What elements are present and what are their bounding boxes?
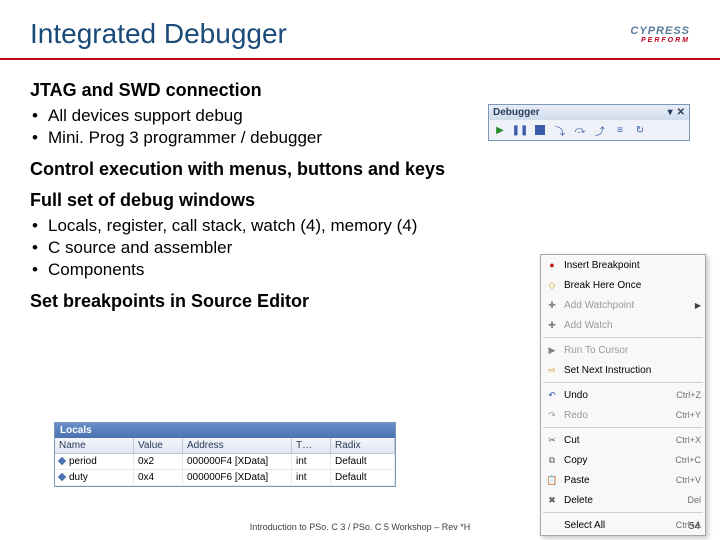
menu-icon: ✚: [545, 298, 559, 312]
menu-label: Undo: [564, 390, 671, 401]
menu-label: Cut: [564, 435, 671, 446]
debugger-toolbar-title: Debugger ▾ ✕: [489, 105, 689, 120]
menu-item[interactable]: 📋 Paste Ctrl+V: [541, 470, 705, 490]
menu-label: Set Next Instruction: [564, 365, 696, 376]
debugger-buttons: ▶ ❚❚ ⤵ ⤼ ⤴ ≡ ↻: [489, 120, 689, 140]
menu-icon: ✚: [545, 318, 559, 332]
menu-label: Break Here Once: [564, 280, 696, 291]
locals-window: Locals Name Value Address T… Radix perio…: [54, 422, 396, 487]
logo: CYPRESS PERFORM: [630, 25, 690, 44]
col-type[interactable]: T…: [292, 438, 331, 453]
locals-row[interactable]: duty0x4000000F6 [XData]intDefault: [55, 470, 395, 486]
col-radix[interactable]: Radix: [331, 438, 395, 453]
submenu-arrow-icon: ▶: [695, 301, 701, 310]
section-head-0: JTAG and SWD connection: [30, 80, 690, 101]
menu-item[interactable]: ✖ Delete Del: [541, 490, 705, 510]
locals-row[interactable]: period0x2000000F4 [XData]intDefault: [55, 454, 395, 470]
menu-shortcut: Ctrl+X: [676, 435, 701, 445]
menu-item[interactable]: ⇨ Set Next Instruction: [541, 360, 705, 380]
locals-value: 0x4: [134, 470, 183, 485]
menu-icon: ●: [545, 258, 559, 272]
menu-shortcut: Ctrl+C: [675, 455, 701, 465]
menu-item: ✚ Add Watchpoint ▶: [541, 295, 705, 315]
menu-label: Delete: [564, 495, 682, 506]
section-head-2: Full set of debug windows: [30, 190, 690, 211]
title-bar: Integrated Debugger CYPRESS PERFORM: [0, 0, 720, 60]
menu-separator: [543, 427, 703, 428]
menu-icon: ✂: [545, 433, 559, 447]
menu-separator: [543, 512, 703, 513]
run-to-icon[interactable]: ≡: [613, 123, 627, 137]
locals-addr: 000000F6 [XData]: [183, 470, 292, 485]
locals-value: 0x2: [134, 454, 183, 469]
menu-shortcut: Ctrl+V: [676, 475, 701, 485]
menu-icon: 📋: [545, 473, 559, 487]
menu-icon: ⇨: [545, 363, 559, 377]
step-over-icon[interactable]: ⤼: [573, 123, 587, 137]
menu-label: Copy: [564, 455, 670, 466]
locals-radix: Default: [331, 454, 395, 469]
menu-item[interactable]: ⧉ Copy Ctrl+C: [541, 450, 705, 470]
col-value[interactable]: Value: [134, 438, 183, 453]
debugger-toolbar: Debugger ▾ ✕ ▶ ❚❚ ⤵ ⤼ ⤴ ≡ ↻: [488, 104, 690, 141]
menu-item[interactable]: ◇ Break Here Once: [541, 275, 705, 295]
menu-label: Run To Cursor: [564, 345, 696, 356]
col-addr[interactable]: Address: [183, 438, 292, 453]
play-icon[interactable]: ▶: [493, 123, 507, 137]
locals-type: int: [292, 470, 331, 485]
menu-label: Redo: [564, 410, 671, 421]
menu-icon: ⧉: [545, 453, 559, 467]
menu-icon: ▶: [545, 343, 559, 357]
menu-shortcut: Del: [687, 495, 701, 505]
menu-shortcut: Ctrl+Y: [676, 410, 701, 420]
menu-label: Paste: [564, 475, 671, 486]
locals-title: Locals: [55, 423, 395, 438]
logo-name: CYPRESS: [630, 25, 690, 37]
col-name[interactable]: Name: [55, 438, 134, 453]
menu-separator: [543, 337, 703, 338]
menu-icon: ◇: [545, 278, 559, 292]
dropdown-icon[interactable]: ▾: [668, 107, 673, 118]
menu-item: ▶ Run To Cursor: [541, 340, 705, 360]
step-out-icon[interactable]: ⤴: [593, 123, 607, 137]
close-icon[interactable]: ✕: [677, 107, 685, 118]
menu-label: Add Watch: [564, 320, 696, 331]
restart-icon[interactable]: ↻: [633, 123, 647, 137]
logo-sub: PERFORM: [630, 37, 690, 44]
locals-name: period: [55, 454, 134, 469]
context-menu: ● Insert Breakpoint ◇ Break Here Once ✚ Add W…: [540, 254, 706, 536]
menu-shortcut: Ctrl+Z: [676, 390, 701, 400]
locals-radix: Default: [331, 470, 395, 485]
bullet: Locals, register, call stack, watch (4),…: [30, 215, 690, 237]
menu-item: ↷ Redo Ctrl+Y: [541, 405, 705, 425]
locals-addr: 000000F4 [XData]: [183, 454, 292, 469]
slide-title: Integrated Debugger: [30, 18, 287, 50]
section-head-1: Control execution with menus, buttons an…: [30, 159, 690, 180]
menu-item[interactable]: ● Insert Breakpoint: [541, 255, 705, 275]
menu-label: Add Watchpoint: [564, 300, 690, 311]
menu-label: Insert Breakpoint: [564, 260, 696, 271]
menu-icon: ↶: [545, 388, 559, 402]
menu-icon: ✖: [545, 493, 559, 507]
footer: Introduction to PSo. C 3 / PSo. C 5 Work…: [0, 522, 720, 532]
menu-item[interactable]: ↶ Undo Ctrl+Z: [541, 385, 705, 405]
locals-columns: Name Value Address T… Radix: [55, 438, 395, 454]
pause-icon[interactable]: ❚❚: [513, 123, 527, 137]
menu-item: ✚ Add Watch: [541, 315, 705, 335]
menu-separator: [543, 382, 703, 383]
menu-icon: ↷: [545, 408, 559, 422]
page-number: 54: [689, 521, 700, 532]
locals-type: int: [292, 454, 331, 469]
menu-item[interactable]: ✂ Cut Ctrl+X: [541, 430, 705, 450]
locals-name: duty: [55, 470, 134, 485]
debugger-title-text: Debugger: [493, 107, 540, 118]
step-into-icon[interactable]: ⤵: [553, 123, 567, 137]
stop-icon[interactable]: [533, 123, 547, 137]
